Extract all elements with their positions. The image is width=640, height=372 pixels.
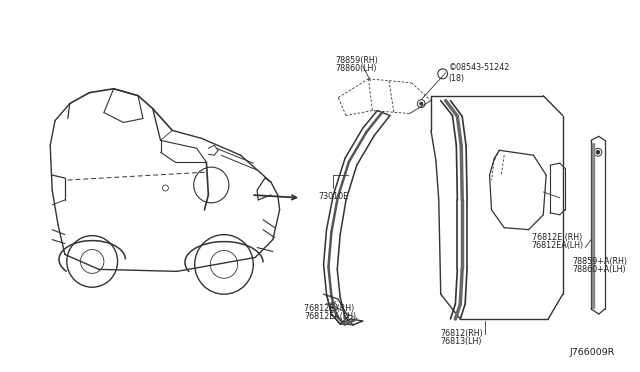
Text: 76812EA(LH): 76812EA(LH): [532, 241, 584, 250]
Text: ©08543-51242
(18): ©08543-51242 (18): [449, 63, 510, 83]
Text: 76812EA(LH): 76812EA(LH): [304, 312, 356, 321]
Text: 78859+A(RH): 78859+A(RH): [573, 257, 628, 266]
Text: 78860+A(LH): 78860+A(LH): [573, 265, 626, 275]
Text: J766009R: J766009R: [569, 348, 614, 357]
Circle shape: [332, 305, 335, 309]
Text: 73010E: 73010E: [319, 192, 349, 201]
Text: 78859(RH): 78859(RH): [335, 56, 378, 65]
Circle shape: [596, 150, 600, 154]
Text: 76812(RH): 76812(RH): [441, 329, 483, 338]
Text: 76813(LH): 76813(LH): [441, 337, 482, 346]
Text: 76812E (RH): 76812E (RH): [532, 232, 582, 242]
Text: 76812E (RH): 76812E (RH): [304, 304, 355, 313]
Text: 78860(LH): 78860(LH): [335, 64, 377, 73]
Circle shape: [420, 102, 422, 105]
